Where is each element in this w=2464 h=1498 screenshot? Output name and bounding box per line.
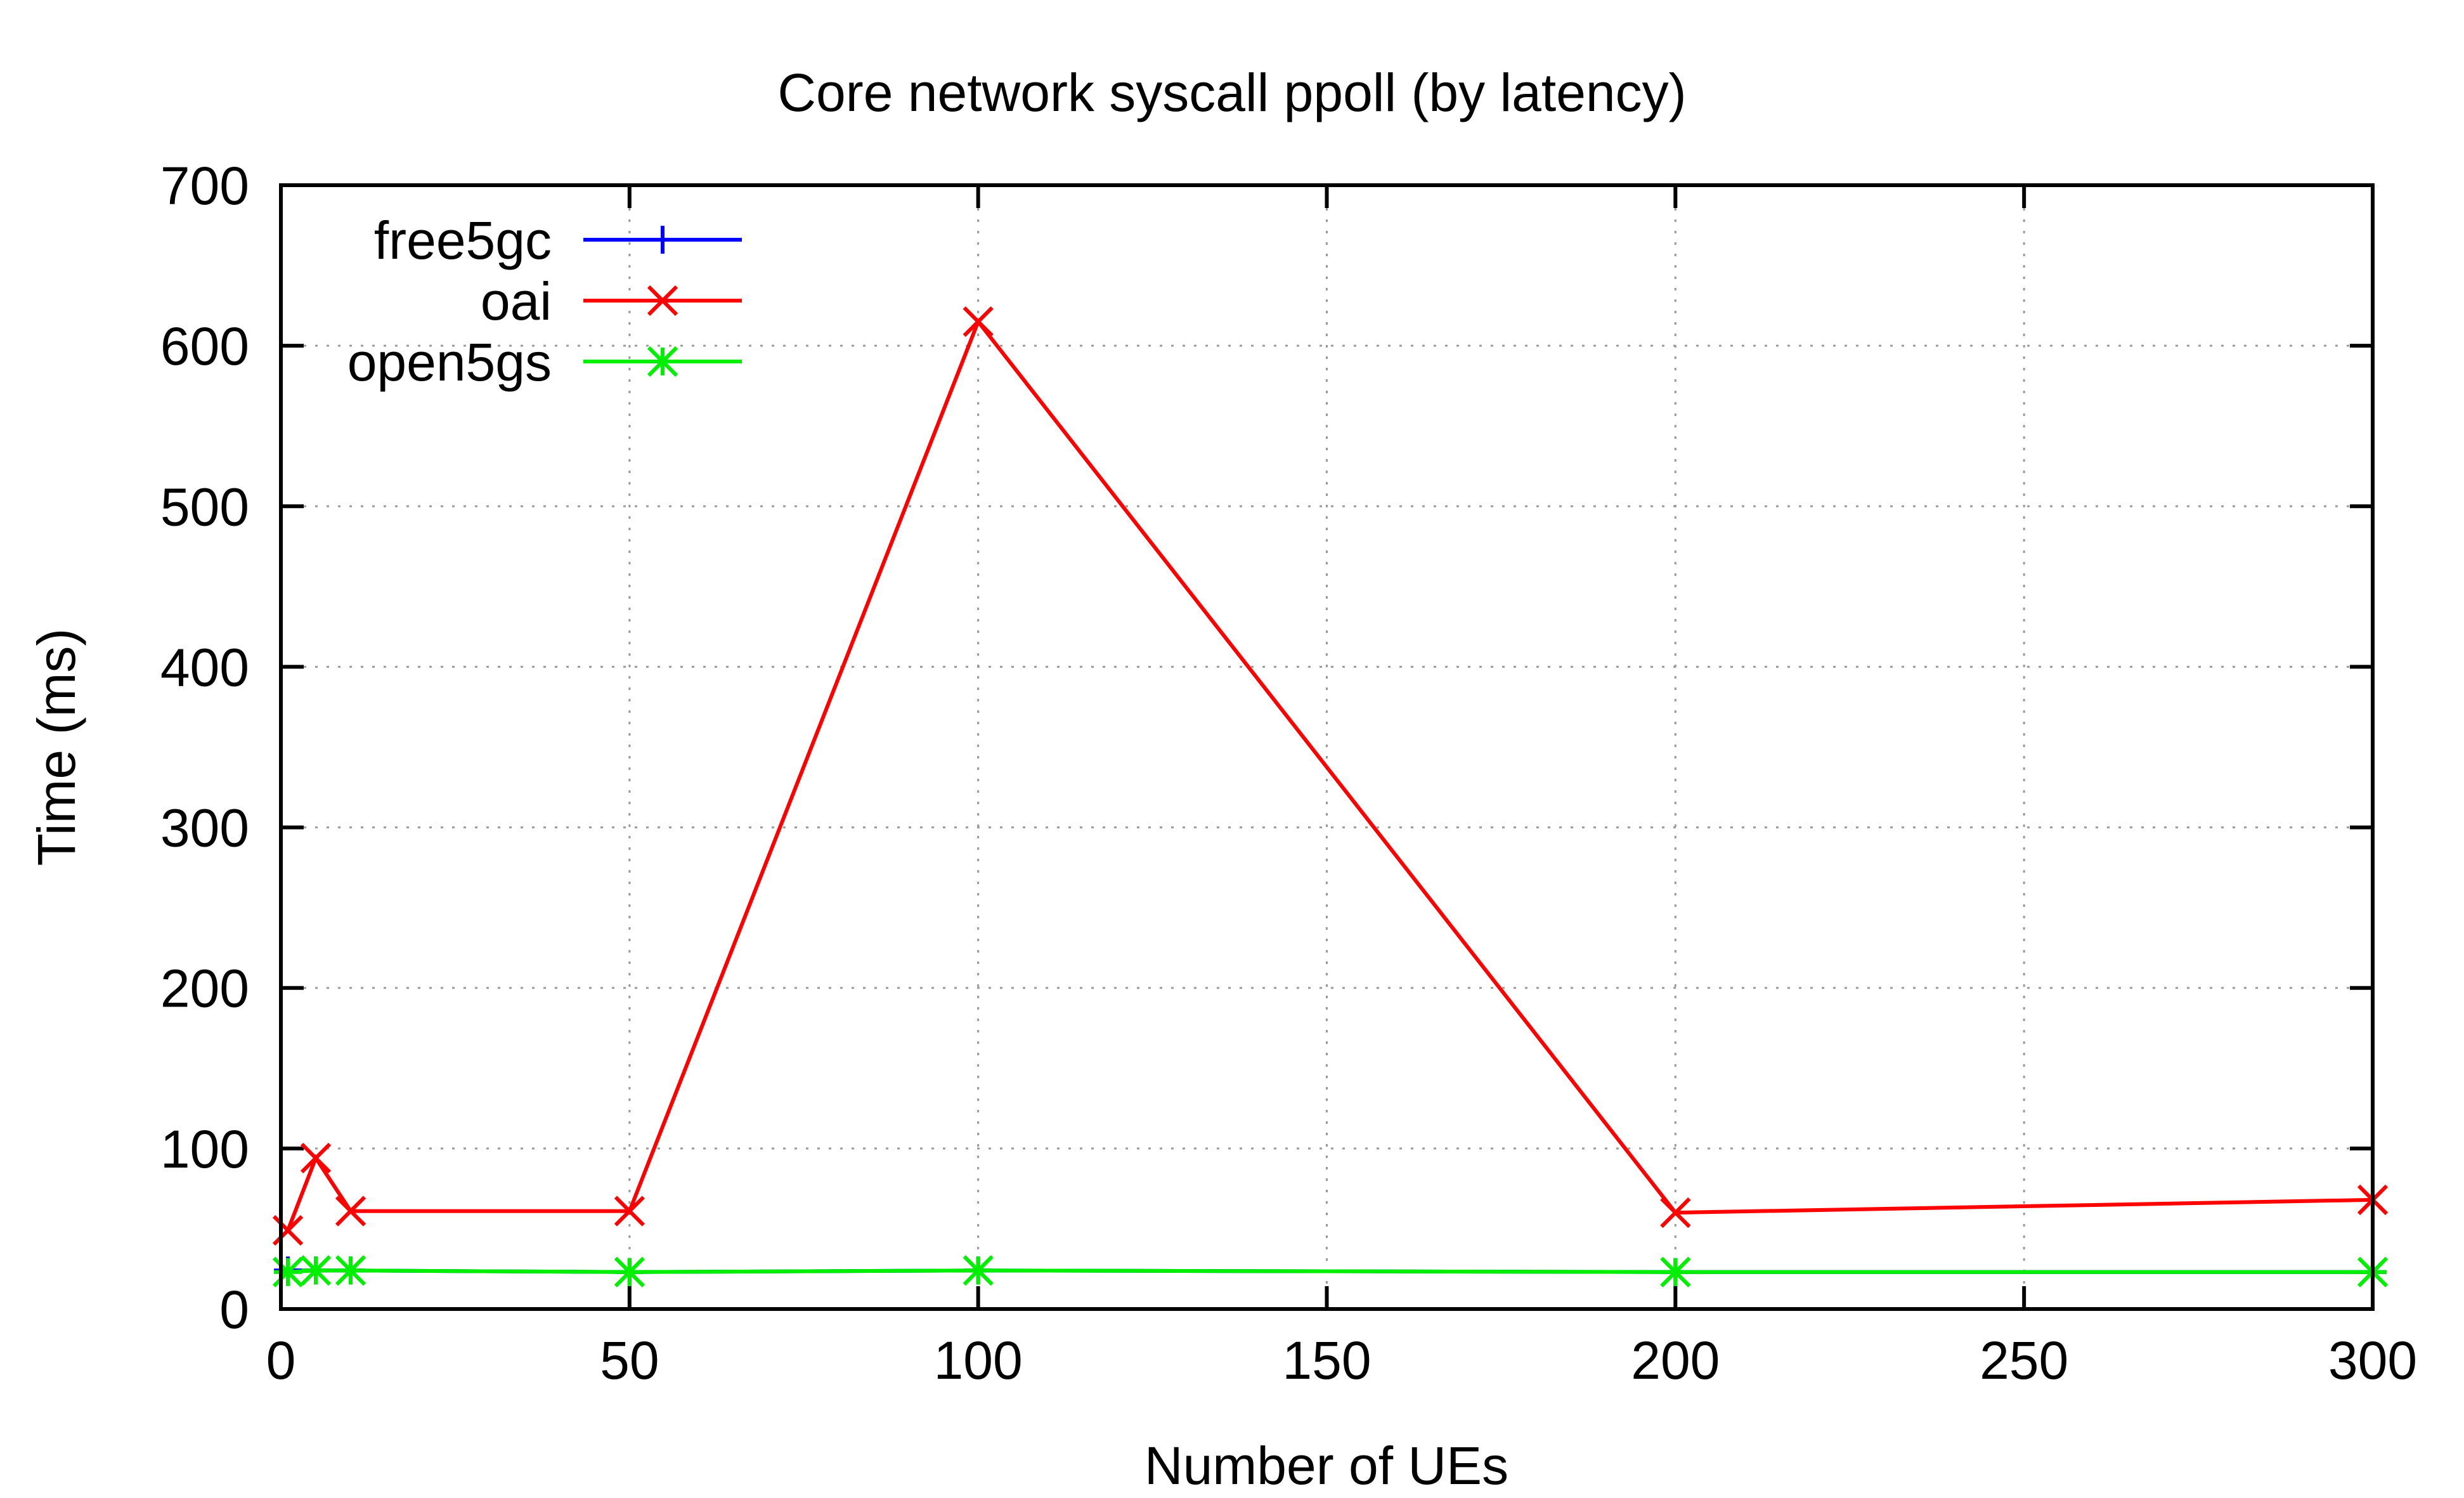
y-tick-label: 400 — [160, 637, 249, 697]
data-point-oai — [335, 1195, 366, 1227]
y-tick-label: 200 — [160, 959, 249, 1019]
y-tick-label: 300 — [160, 798, 249, 858]
data-point-oai — [614, 1195, 645, 1227]
series-open5gs — [272, 1255, 2389, 1287]
y-tick-label: 100 — [160, 1119, 249, 1179]
data-point-open5gs — [614, 1256, 645, 1287]
data-point-open5gs — [335, 1255, 366, 1286]
x-tick-label: 150 — [1282, 1331, 1371, 1390]
x-tick-label: 250 — [1980, 1331, 2068, 1390]
legend-label-oai: oai — [481, 271, 552, 331]
data-point-open5gs — [963, 1255, 994, 1286]
data-point-oai — [272, 1215, 304, 1246]
data-point-oai — [963, 306, 994, 337]
y-tick-label: 0 — [219, 1280, 249, 1339]
legend-marker-oai — [647, 285, 678, 316]
grid-lines — [281, 185, 2373, 1309]
y-tick-label: 500 — [160, 477, 249, 537]
legend-marker-free5gc — [649, 226, 677, 254]
series-line-open5gs — [287, 1268, 2373, 1274]
legend-label-open5gs: open5gs — [347, 332, 552, 392]
x-tick-label: 0 — [266, 1331, 296, 1390]
x-tick-label: 50 — [600, 1331, 659, 1390]
data-point-oai — [300, 1142, 332, 1174]
y-tick-label: 600 — [160, 316, 249, 376]
x-tick-label: 200 — [1631, 1331, 1720, 1390]
y-axis-label: Time (ms) — [27, 629, 86, 866]
data-point-open5gs — [1660, 1256, 1691, 1287]
series-line-oai — [286, 318, 2373, 1232]
x-tick-label: 100 — [934, 1331, 1023, 1390]
chart-title: Core network syscall ppoll (by latency) — [777, 63, 1686, 122]
y-tick-label: 700 — [160, 156, 249, 216]
x-axis-label: Number of UEs — [1144, 1436, 1508, 1495]
legend-label-free5gc: free5gc — [374, 211, 552, 270]
series-oai — [272, 306, 2389, 1246]
y-axis-tick-labels: 0 100 200 300 400 500 600 700 — [160, 156, 249, 1339]
data-point-open5gs — [300, 1255, 332, 1286]
x-axis-tick-labels: 0 50 100 150 200 250 300 — [266, 1331, 2417, 1390]
series-group — [272, 306, 2389, 1287]
data-point-open5gs — [272, 1256, 304, 1287]
legend-marker-open5gs — [647, 346, 678, 377]
data-point-oai — [1660, 1197, 1691, 1228]
x-tick-label: 300 — [2328, 1331, 2417, 1390]
plot-frame — [279, 183, 2375, 1311]
